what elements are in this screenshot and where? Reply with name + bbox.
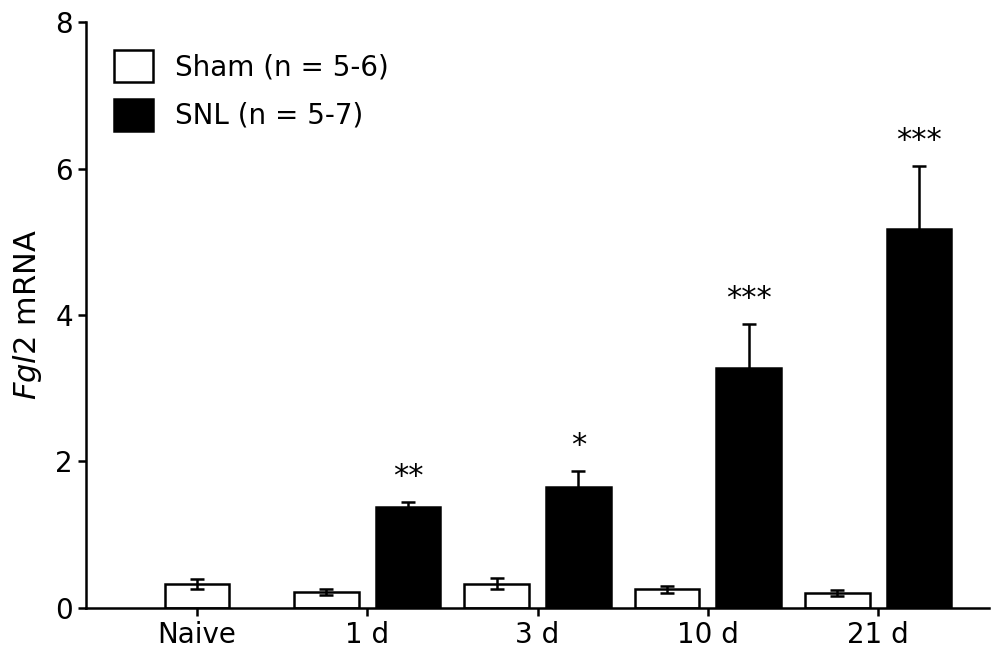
Bar <box>805 593 870 608</box>
Bar <box>546 487 611 608</box>
Bar <box>635 589 699 608</box>
Text: ***: *** <box>726 284 772 313</box>
Legend: Sham (n = 5-6), SNL (n = 5-7): Sham (n = 5-6), SNL (n = 5-7) <box>100 36 403 145</box>
Bar <box>376 507 440 608</box>
Text: *: * <box>571 431 586 460</box>
Bar <box>887 228 951 608</box>
Text: **: ** <box>393 461 423 490</box>
Y-axis label: $\it{Fgl2}$ mRNA: $\it{Fgl2}$ mRNA <box>11 230 44 401</box>
Bar <box>294 591 359 608</box>
Bar <box>716 368 781 608</box>
Bar <box>464 583 529 608</box>
Text: ***: *** <box>896 126 942 155</box>
Bar <box>165 584 229 608</box>
